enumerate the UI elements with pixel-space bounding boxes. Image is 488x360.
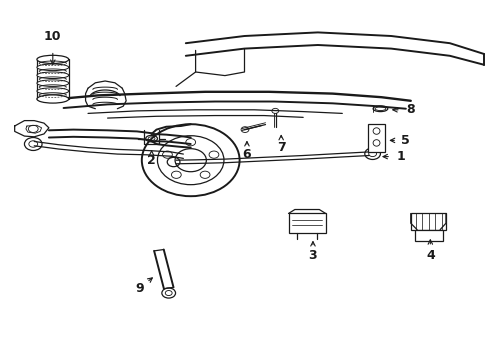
Ellipse shape: [37, 88, 68, 94]
Text: 6: 6: [242, 148, 251, 161]
Ellipse shape: [37, 95, 68, 103]
Ellipse shape: [37, 72, 68, 78]
Ellipse shape: [37, 55, 68, 63]
Text: 10: 10: [44, 30, 61, 42]
Text: 5: 5: [401, 134, 409, 147]
Ellipse shape: [37, 80, 68, 86]
Text: 3: 3: [308, 249, 317, 262]
Text: 2: 2: [147, 154, 156, 167]
Text: 4: 4: [425, 249, 434, 262]
Bar: [414, 230, 442, 241]
Bar: [410, 213, 445, 230]
Text: 7: 7: [276, 141, 285, 154]
Text: 8: 8: [406, 103, 414, 116]
Bar: [367, 124, 385, 152]
Text: 1: 1: [396, 150, 405, 163]
Ellipse shape: [37, 64, 68, 71]
Bar: [288, 213, 325, 233]
Text: 9: 9: [135, 282, 143, 294]
